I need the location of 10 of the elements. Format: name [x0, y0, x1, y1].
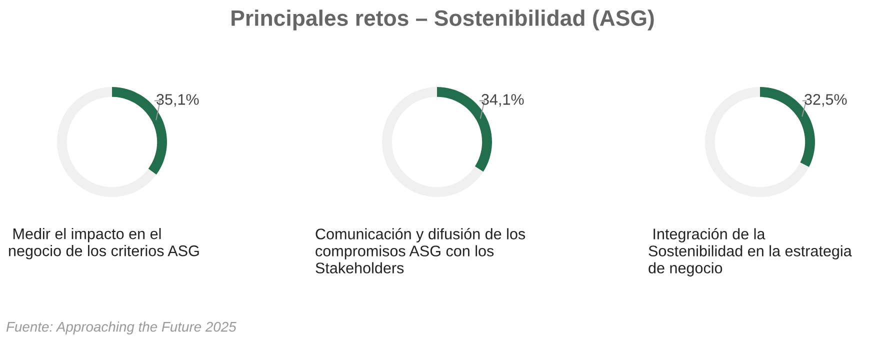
data-label: 32,5% [804, 94, 847, 107]
text: Comunicación y difusión de los compromisos ASG con los Stakeholders [316, 228, 526, 274]
text: Principales retos – Sostenibilidad (ASG) [232, 10, 654, 30]
donut-slice [382, 87, 484, 197]
text: Integración de la Sostenibilidad en la estrategia de negocio [648, 228, 852, 276]
data-label: 34,1% [482, 94, 524, 107]
data-label: 35,1% [156, 94, 199, 107]
source-note: Fuente: Approaching the Future 2025 [6, 322, 236, 334]
donut-slice [57, 87, 156, 197]
text: Medir el impacto en el negocio de los criterios ASG [9, 228, 199, 260]
